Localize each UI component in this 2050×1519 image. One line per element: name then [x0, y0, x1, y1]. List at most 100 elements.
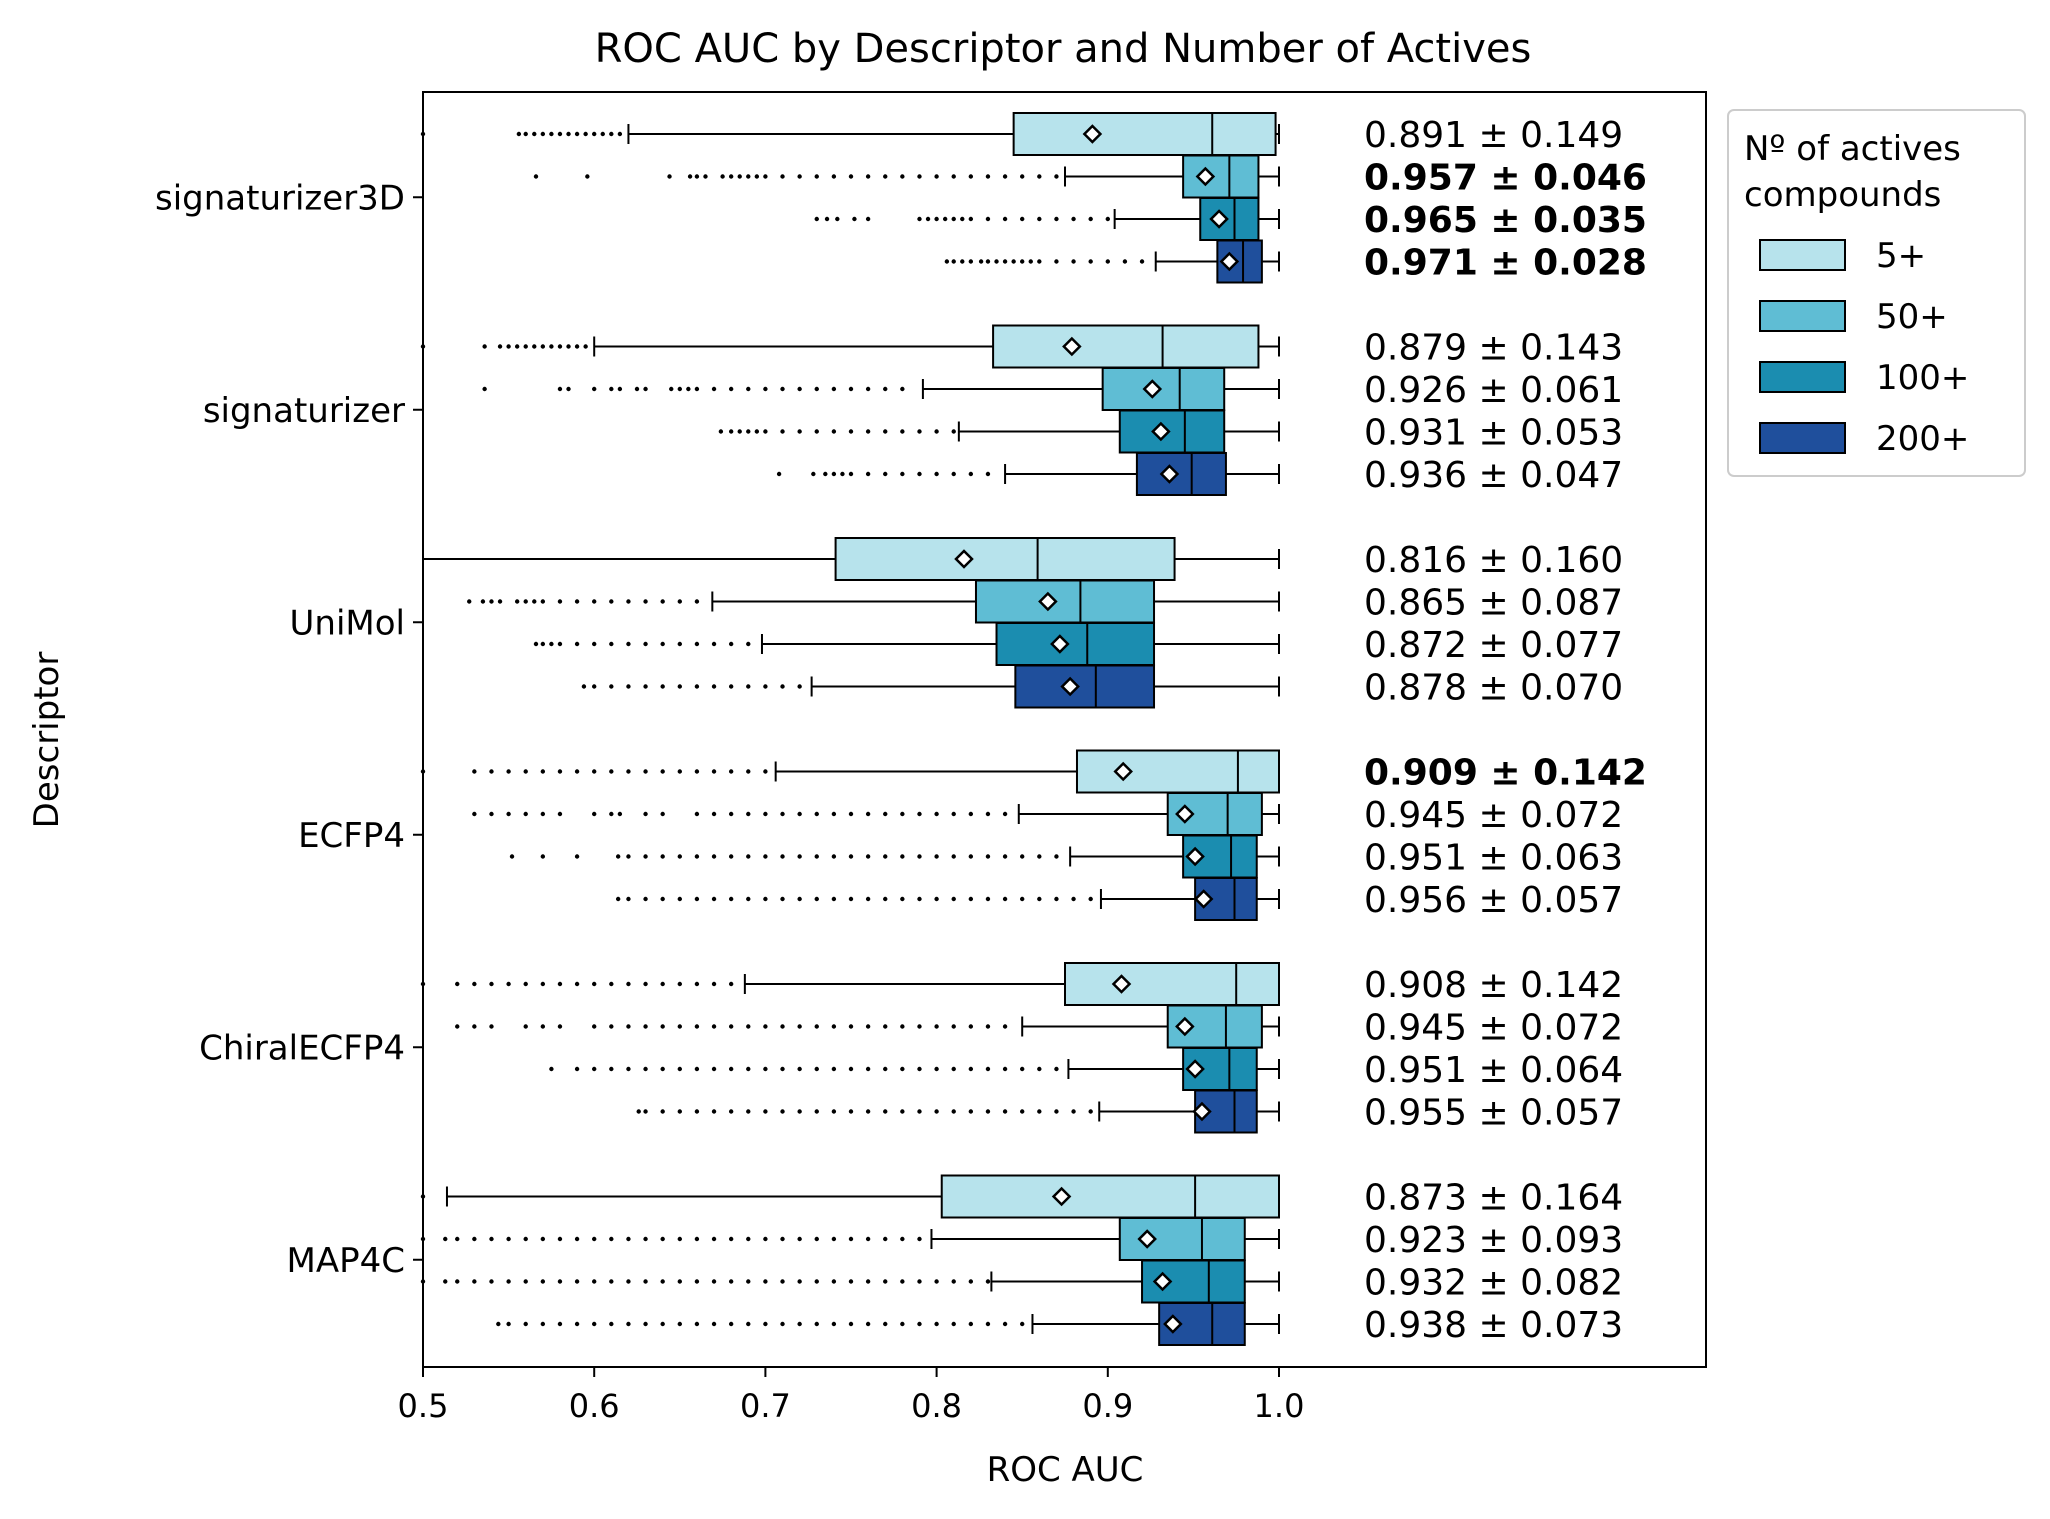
outlier-point: [797, 1109, 802, 1114]
outlier-point: [711, 811, 717, 817]
outlier-point: [865, 216, 871, 222]
mean-marker: [1219, 251, 1240, 272]
outlier-point: [489, 1024, 494, 1029]
outlier-point: [985, 896, 991, 902]
outlier-point: [797, 1066, 802, 1072]
outlier-point: [831, 386, 837, 392]
legend-swatch: [1759, 239, 1846, 271]
outlier-point: [549, 641, 554, 647]
outlier-point: [848, 854, 854, 859]
mean-marker: [1193, 889, 1214, 909]
outlier-point: [489, 769, 494, 774]
outlier-point: [900, 854, 905, 859]
outlier-point: [643, 896, 648, 902]
outlier-point: [900, 1109, 905, 1114]
outlier-point: [694, 1321, 700, 1327]
outlier-point: [711, 769, 717, 774]
outlier-point: [814, 174, 819, 179]
outlier-point: [643, 811, 648, 817]
outlier-point: [549, 131, 554, 137]
mean-marker: [1062, 336, 1082, 357]
outlier-point: [574, 854, 580, 859]
outlier-point: [694, 386, 700, 392]
outlier-point: [660, 1279, 665, 1284]
outlier-point: [994, 259, 999, 264]
outlier-point: [533, 174, 539, 179]
outlier-point: [1020, 1109, 1025, 1114]
outlier-point: [694, 684, 700, 689]
outlier-point: [831, 1109, 837, 1114]
outlier-point: [694, 854, 700, 859]
outlier-point: [660, 981, 665, 987]
outlier-point: [636, 1109, 641, 1114]
outlier-point: [934, 896, 939, 902]
outlier-point: [831, 896, 837, 902]
outlier-point: [754, 174, 760, 179]
outlier-point: [865, 854, 871, 859]
outlier-point: [763, 1279, 768, 1284]
y-tick-label: MAP4C: [287, 1241, 405, 1281]
outlier-point: [848, 471, 854, 477]
outlier-point: [711, 1066, 717, 1072]
outlier-point: [694, 1024, 700, 1029]
outlier-point: [1002, 1066, 1008, 1072]
outlier-point: [900, 1321, 905, 1327]
outlier-point: [917, 429, 922, 434]
outlier-point: [549, 344, 554, 349]
outlier-point: [728, 1066, 734, 1072]
outlier-point: [1071, 896, 1076, 902]
outlier-point: [848, 1109, 854, 1114]
outlier-point: [883, 1236, 888, 1242]
outlier-point: [1020, 174, 1025, 179]
outlier-point: [746, 1279, 751, 1284]
outlier-point: [763, 769, 768, 774]
outlier-point: [763, 1236, 768, 1242]
outlier-point: [934, 1279, 939, 1284]
outlier-point: [835, 216, 840, 222]
outlier-point: [609, 769, 614, 774]
outlier-point: [592, 811, 597, 817]
outlier-point: [497, 599, 503, 604]
legend-swatch: [1759, 422, 1846, 454]
outlier-point: [763, 684, 768, 689]
outlier-point: [1054, 1066, 1059, 1072]
outlier-point: [763, 811, 768, 817]
outlier-point: [831, 1066, 837, 1072]
x-axis-label: ROC AUC: [987, 1450, 1144, 1490]
outlier-point: [694, 174, 700, 179]
iqr-box: [940, 1174, 1281, 1219]
outlier-point: [865, 1236, 871, 1242]
outlier-point: [592, 641, 597, 647]
outlier-point: [540, 1236, 546, 1242]
mean-marker: [954, 549, 974, 569]
outlier-point: [985, 174, 991, 179]
outlier-point: [763, 174, 768, 179]
outlier-point: [482, 344, 487, 349]
outlier-point: [609, 1279, 614, 1284]
outlier-point: [643, 769, 648, 774]
outlier-point: [985, 1279, 991, 1284]
outlier-point: [1037, 174, 1042, 179]
outlier-point: [797, 386, 802, 392]
outlier-point: [1071, 216, 1076, 222]
mean-std-label: 0.965 ± 0.035: [1364, 200, 1647, 241]
box-100plus: [420, 1259, 1280, 1304]
outlier-point: [677, 769, 682, 774]
box-200plus: [636, 1089, 1280, 1134]
mean-marker: [1082, 124, 1103, 144]
legend-label: 50+: [1876, 297, 1948, 337]
outlier-point: [968, 811, 974, 817]
outlier-point: [985, 216, 991, 222]
outlier-point: [574, 1066, 580, 1072]
y-tick-label: ChiralECFP4: [199, 1028, 405, 1068]
outlier-point: [883, 854, 888, 859]
legend-swatch: [1759, 300, 1846, 332]
outlier-point: [643, 641, 648, 647]
outlier-point: [797, 811, 802, 817]
x-tick-label: 0.6: [569, 1387, 620, 1425]
outlier-point: [455, 981, 460, 987]
box-200plus: [615, 877, 1280, 921]
x-tick-label: 0.8: [911, 1387, 962, 1425]
outlier-point: [687, 174, 693, 179]
outlier-point: [797, 429, 802, 434]
